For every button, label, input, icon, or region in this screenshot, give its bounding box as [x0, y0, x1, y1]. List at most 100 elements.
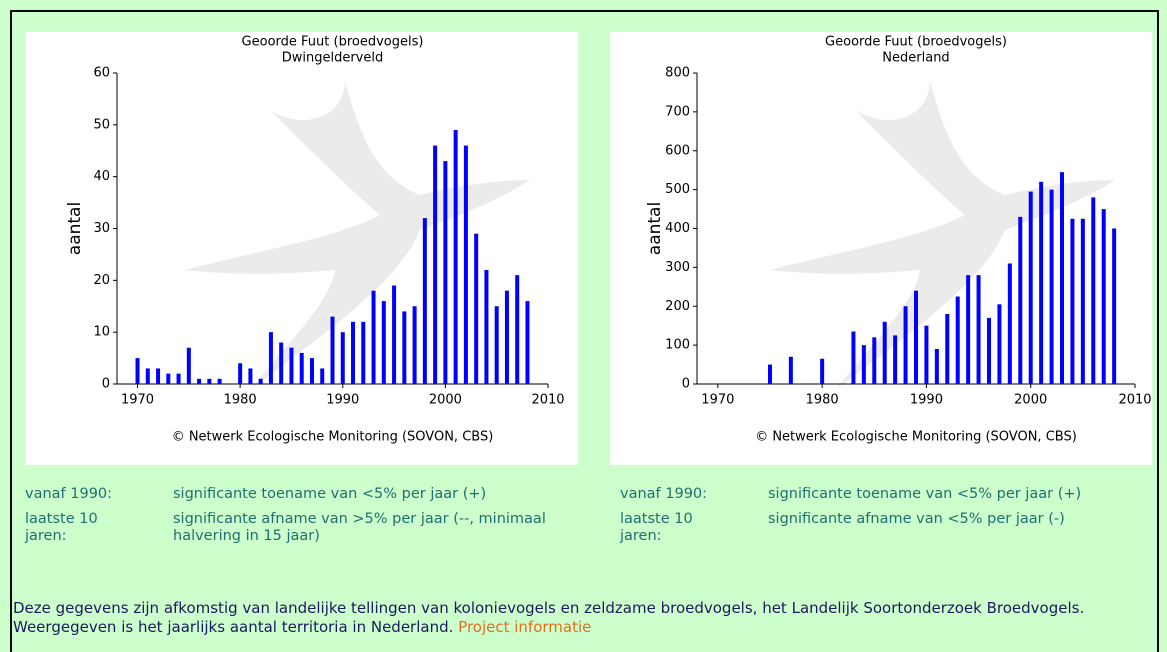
bar: [872, 337, 876, 384]
y-tick-label: 60: [93, 66, 110, 81]
chart-title: Geoorde Fuut (broedvogels): [242, 35, 424, 50]
bar: [966, 275, 970, 384]
bar: [197, 379, 201, 384]
bar: [987, 318, 991, 384]
bar: [820, 359, 824, 384]
bar: [924, 326, 928, 384]
trend-label-text: vanaf 1990:: [620, 486, 720, 503]
y-tick-label: 0: [682, 377, 690, 392]
bar: [1018, 217, 1022, 384]
source-note: © Netwerk Ecologische Monitoring (SOVON,…: [172, 430, 494, 445]
trend-label: laatste 10 jaren:: [25, 511, 173, 553]
x-tick-label: 1970: [121, 393, 154, 408]
bar: [310, 358, 314, 384]
x-tick-label: 2010: [1118, 393, 1151, 408]
bar: [768, 365, 772, 384]
y-tick-label: 40: [93, 169, 110, 184]
x-tick-label: 1980: [806, 393, 839, 408]
bar: [300, 353, 304, 384]
y-tick-label: 10: [93, 325, 110, 340]
bar: [433, 146, 437, 384]
bar: [372, 291, 376, 384]
trend-label: vanaf 1990:: [25, 486, 173, 511]
y-tick-label: 800: [665, 66, 690, 81]
bar: [484, 270, 488, 384]
project-link[interactable]: Project informatie: [458, 618, 591, 636]
y-axis-label: aantal: [65, 202, 85, 255]
bar: [1081, 219, 1085, 384]
bar: [904, 306, 908, 384]
x-tick-label: 1980: [224, 393, 257, 408]
bar: [382, 301, 386, 384]
x-tick-label: 1990: [910, 393, 943, 408]
bar: [361, 322, 365, 384]
bar: [156, 368, 160, 384]
bar: [341, 332, 345, 384]
trend-table: vanaf 1990:significante toename van <5% …: [25, 486, 573, 553]
bar: [1039, 182, 1043, 384]
bar: [914, 291, 918, 384]
trend-text: significante afname van >5% per jaar (--…: [173, 511, 573, 553]
trend-text: significante afname van <5% per jaar (-): [768, 511, 1148, 553]
y-axis-label: aantal: [645, 202, 665, 255]
y-tick-label: 20: [93, 273, 110, 288]
bar: [146, 368, 150, 384]
trend-label: laatste 10 jaren:: [620, 511, 768, 553]
bar: [1060, 172, 1064, 384]
y-tick-label: 30: [93, 221, 110, 236]
bar: [997, 304, 1001, 384]
y-tick-label: 0: [102, 377, 110, 392]
bar: [789, 357, 793, 384]
trend-label-text: vanaf 1990:: [25, 486, 125, 503]
page: Geoorde Fuut (broedvogels)Dwingelderveld…: [0, 0, 1167, 644]
bar: [883, 322, 887, 384]
footer: Deze gegevens zijn afkomstig van landeli…: [13, 599, 1153, 637]
chart-title: Geoorde Fuut (broedvogels): [825, 35, 1007, 50]
y-tick-label: 400: [665, 221, 690, 236]
bar: [320, 368, 324, 384]
bar: [331, 317, 335, 384]
y-tick-label: 500: [665, 182, 690, 197]
x-tick-label: 2000: [1014, 393, 1047, 408]
bar: [402, 311, 406, 384]
chart-subtitle: Dwingelderveld: [282, 51, 384, 66]
source-note: © Netwerk Ecologische Monitoring (SOVON,…: [755, 430, 1077, 445]
bar: [945, 314, 949, 384]
bar: [935, 349, 939, 384]
trend-label: vanaf 1990:: [620, 486, 768, 511]
bar: [505, 291, 509, 384]
trend-table: vanaf 1990: significante toename van <5% …: [620, 486, 1148, 553]
y-tick-label: 700: [665, 104, 690, 119]
bar: [454, 130, 458, 384]
y-tick-label: 600: [665, 143, 690, 158]
bar: [269, 332, 273, 384]
bar: [1050, 190, 1054, 384]
bar: [423, 218, 427, 384]
bar: [1091, 197, 1095, 384]
bar: [956, 297, 960, 384]
bar: [464, 146, 468, 384]
bar: [259, 379, 263, 384]
bar: [1102, 209, 1106, 384]
x-tick-label: 1970: [701, 393, 734, 408]
bar: [207, 379, 211, 384]
bar: [851, 332, 855, 384]
bar: [474, 234, 478, 384]
trend-text: significante toename van <5% per jaar (+…: [768, 486, 1148, 511]
bar: [166, 374, 170, 384]
bar: [525, 301, 529, 384]
trend-label-text: laatste 10 jaren:: [620, 511, 720, 545]
chart-subtitle: Nederland: [882, 51, 949, 66]
bar: [177, 374, 181, 384]
bar: [248, 368, 252, 384]
bar: [977, 275, 981, 384]
bar: [187, 348, 191, 384]
bar: [136, 358, 140, 384]
bar: [1112, 229, 1116, 385]
bar: [495, 306, 499, 384]
bar: [1008, 263, 1012, 384]
bar: [893, 335, 897, 384]
bar: [1029, 192, 1033, 384]
x-tick-label: 2010: [531, 393, 564, 408]
x-tick-label: 1990: [326, 393, 359, 408]
